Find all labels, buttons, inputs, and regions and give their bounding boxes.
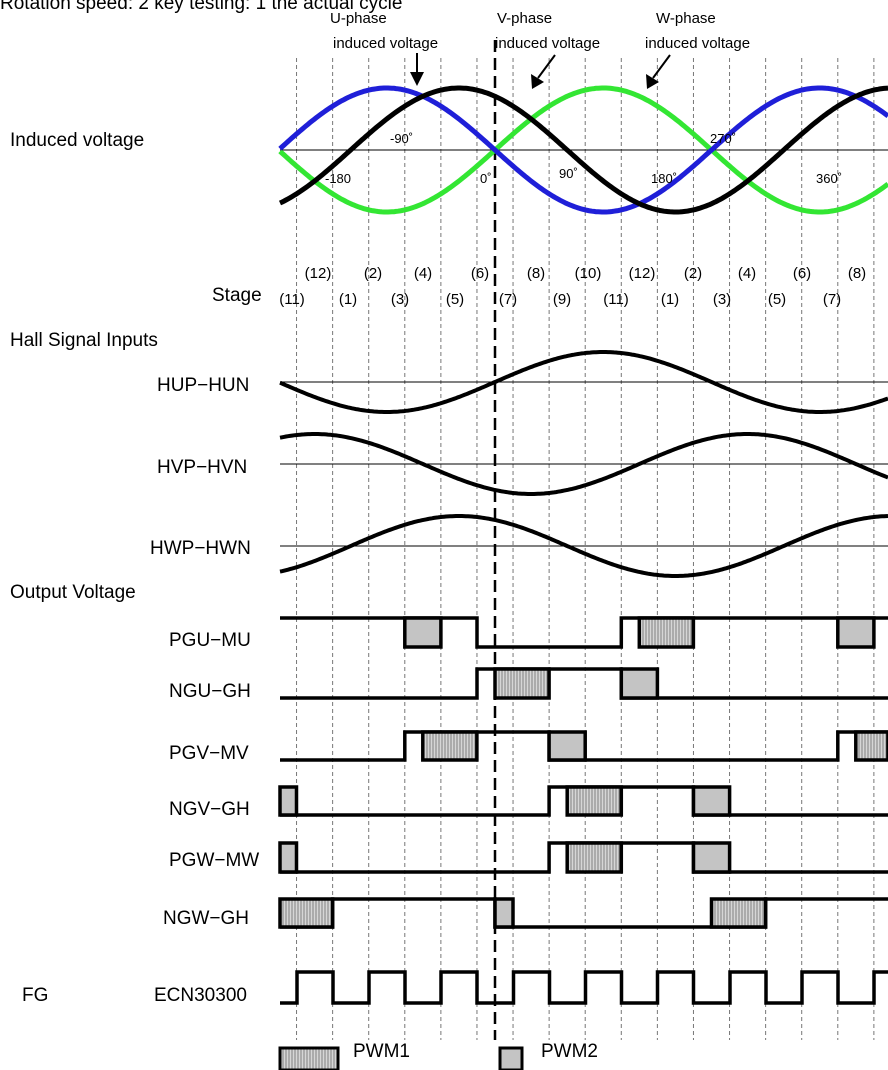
partial-caption: Rotation speed: 2 key testing: 1 the act… xyxy=(0,0,402,14)
pgv-mv-label: PGV−MV xyxy=(169,743,249,764)
ngv-gh-pwm2-block xyxy=(691,785,732,817)
stage-number-lower: (7) xyxy=(499,291,517,308)
ngu-gh-pwm2-block xyxy=(619,667,660,700)
ngv-gh-pwm2-block xyxy=(278,785,299,817)
stage-numbers-lower: (11) (1) (3) (5) (7) (9) (11) (1) (3) (5) (7) xyxy=(279,291,841,308)
pwm2-swatch xyxy=(498,1046,524,1070)
pgu-mu-label: PGU−MU xyxy=(169,630,251,651)
stage-number-lower: (11) xyxy=(279,291,305,308)
legend-pwm1: PWM1 xyxy=(278,1041,410,1070)
pwm1-swatch xyxy=(278,1046,340,1070)
pgv-mv-pwm1-block xyxy=(854,730,888,762)
ngv-gh-pwm1-block xyxy=(565,785,624,817)
angle-minus-180: -180 xyxy=(325,171,351,186)
angle-270: 270˚ xyxy=(710,131,736,146)
stage-number-lower: (3) xyxy=(713,291,731,308)
w-phase-arrow xyxy=(646,54,671,89)
hall-signal-inputs-label: Hall Signal Inputs xyxy=(10,330,158,351)
hup-hun-label: HUP−HUN xyxy=(157,375,249,396)
stage-number-upper: (6) xyxy=(471,265,489,282)
u-phase-induced-wave xyxy=(278,85,888,215)
stage-number-lower: (11) xyxy=(603,291,629,308)
angle-180: 180˚ xyxy=(651,171,677,186)
stage-number-upper: (8) xyxy=(848,265,866,282)
pgu-mu-pwm2-block xyxy=(836,616,876,649)
stage-number-upper: (4) xyxy=(738,265,756,282)
v-phase-arrow xyxy=(531,54,556,89)
stage-number-lower: (9) xyxy=(553,291,571,308)
pgv-mv-pwm1-block xyxy=(421,730,479,762)
legend-pwm2: PWM2 xyxy=(498,1041,598,1070)
pgw-mw-pwm1-block xyxy=(565,841,624,874)
angle-90: 90˚ xyxy=(559,166,578,181)
hwp-hwn-wave xyxy=(279,514,888,578)
pgu-mu-trace xyxy=(280,616,888,649)
stage-number-upper: (12) xyxy=(305,265,332,282)
u-phase-arrow xyxy=(410,53,424,86)
stage-number-upper: (2) xyxy=(684,265,702,282)
hvp-hvn-wave xyxy=(279,432,888,496)
v-phase-label-line2: induced voltage xyxy=(495,35,600,52)
stage-number-lower: (5) xyxy=(768,291,786,308)
pgw-mw-pwm2-block xyxy=(278,841,299,874)
ngw-gh-pwm1-block xyxy=(709,897,768,929)
pwm2-label: PWM2 xyxy=(541,1041,598,1062)
ngu-gh-label: NGU−GH xyxy=(169,681,251,702)
angle-0: 0˚ xyxy=(480,171,492,186)
hwp-hwn-label: HWP−HWN xyxy=(150,538,251,559)
stage-number-upper: (4) xyxy=(414,265,432,282)
stage-label: Stage xyxy=(212,285,262,306)
pgw-mw-pwm2-block xyxy=(691,841,732,874)
w-phase-label-line1: W-phase xyxy=(656,10,716,27)
v-phase-label-line1: V-phase xyxy=(497,10,552,27)
u-phase-label-line1: U-phase xyxy=(330,10,387,27)
output-voltage-label: Output Voltage xyxy=(10,582,136,603)
pwm1-label: PWM1 xyxy=(353,1041,410,1062)
stage-numbers-upper: (12) (2) (4) (6) (8) (10) (12) (2) (4) (6) (8) xyxy=(305,265,867,282)
fg-ecn30300-trace xyxy=(280,970,888,1005)
ngu-gh-trace xyxy=(280,667,888,700)
hup-hun-wave xyxy=(279,350,888,414)
stage-number-upper: (8) xyxy=(527,265,545,282)
ngu-gh-pwm1-block xyxy=(493,667,551,700)
pgv-mv-pwm2-block xyxy=(547,730,587,762)
pgu-mu-pwm1-block xyxy=(637,616,696,649)
induced-voltage-label: Induced voltage xyxy=(10,130,144,151)
stage-number-upper: (2) xyxy=(364,265,382,282)
ngv-gh-label: NGV−GH xyxy=(169,799,250,820)
angle-minus-90: -90˚ xyxy=(390,131,413,146)
stage-number-upper: (12) xyxy=(629,265,656,282)
v-phase-induced-wave xyxy=(278,85,888,215)
pgw-mw-label: PGW−MW xyxy=(169,850,259,871)
angle-360: 360˚ xyxy=(816,171,842,186)
ngw-gh-label: NGW−GH xyxy=(163,908,249,929)
grid-lines xyxy=(296,40,875,1040)
stage-number-lower: (7) xyxy=(823,291,841,308)
stage-number-upper: (6) xyxy=(793,265,811,282)
w-phase-label-line2: induced voltage xyxy=(645,35,750,52)
stage-number-lower: (1) xyxy=(339,291,357,308)
u-phase-label-line2: induced voltage xyxy=(333,35,438,52)
stage-number-lower: (3) xyxy=(391,291,409,308)
hvp-hvn-label: HVP−HVN xyxy=(157,457,247,478)
pgu-mu-pwm2-block xyxy=(403,616,443,649)
ecn30300-label: ECN30300 xyxy=(154,985,247,1006)
ngw-gh-pwm2-block xyxy=(493,897,515,929)
stage-number-lower: (5) xyxy=(446,291,464,308)
stage-number-upper: (10) xyxy=(575,265,602,282)
ngw-gh-pwm1-block xyxy=(278,897,335,929)
w-phase-induced-wave xyxy=(278,85,888,215)
fg-label: FG xyxy=(22,985,48,1006)
ngw-gh-trace xyxy=(280,897,888,929)
stage-number-lower: (1) xyxy=(661,291,679,308)
waveforms xyxy=(278,85,888,1005)
